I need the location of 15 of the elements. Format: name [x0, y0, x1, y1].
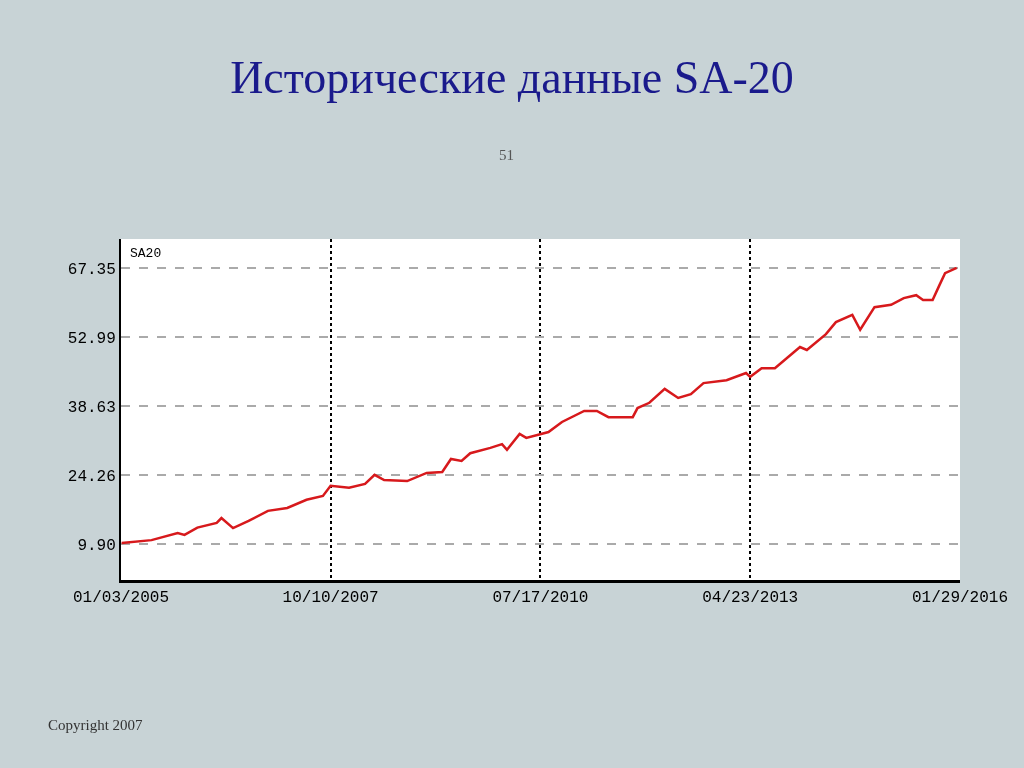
line-series [121, 266, 958, 545]
annotation: SA20 [130, 246, 162, 261]
y-tick-label: 24.26 [67, 467, 116, 486]
x-tick-label: 07/17/2010 [492, 589, 589, 608]
text: Copyright 2007 [48, 717, 144, 733]
text: 51 [499, 147, 514, 163]
x-tick-label: 01/03/2005 [72, 589, 170, 608]
y-tick-label: 52.99 [67, 329, 116, 348]
chart-title: Исторические данные SA-20 [230, 51, 794, 103]
x-tick-label: 01/29/2016 [911, 589, 1009, 608]
x-tick-label: 10/10/2007 [282, 589, 379, 608]
x-tick-label: 04/23/2013 [702, 589, 799, 608]
y-tick-label: 9.90 [77, 536, 116, 555]
y-tick-label: 67.35 [67, 260, 116, 279]
y-tick-label: 38.63 [67, 398, 116, 417]
